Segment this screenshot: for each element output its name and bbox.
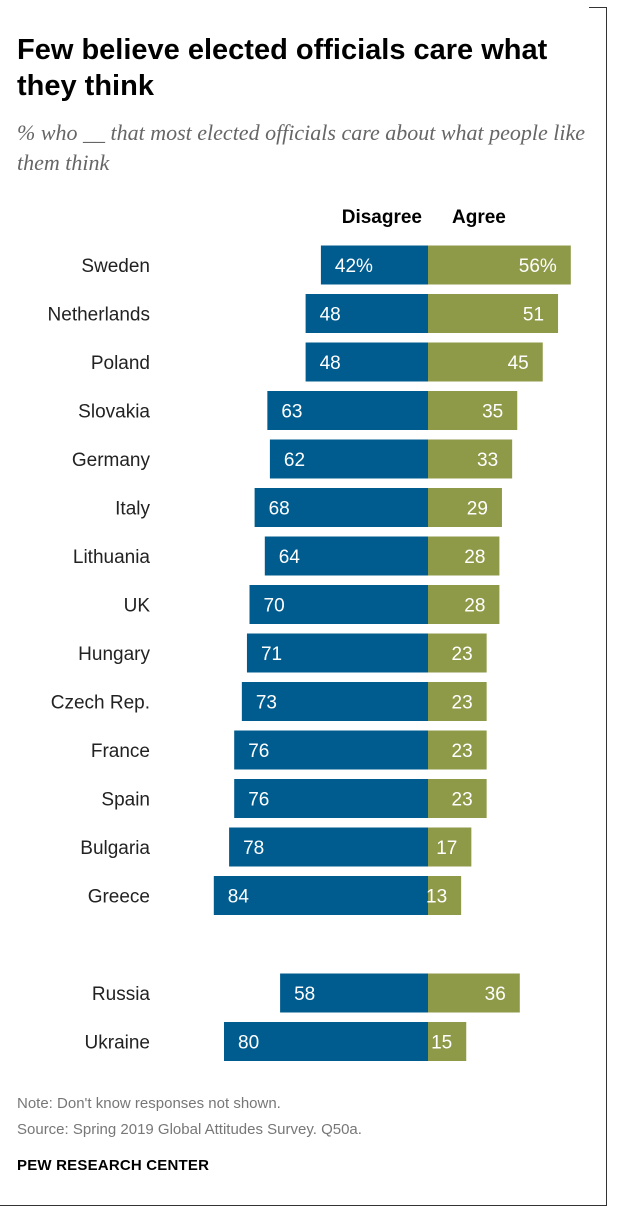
bar-agree (428, 827, 472, 867)
bar-agree (428, 342, 543, 382)
legend-agree: Agree (452, 207, 506, 228)
value-label-agree: 28 (464, 596, 485, 617)
bar-agree (428, 439, 513, 479)
value-label-disagree: 42% (335, 256, 373, 277)
bar-disagree (305, 294, 428, 333)
value-label-disagree: 62 (284, 450, 305, 471)
frame-top-tick (589, 7, 607, 8)
bar-agree (428, 973, 520, 1013)
bar-disagree (269, 439, 428, 479)
value-label-disagree: 70 (264, 596, 285, 617)
value-label-disagree: 48 (320, 353, 341, 374)
value-label-agree: 23 (452, 790, 473, 811)
bar-disagree (213, 876, 428, 915)
value-label-disagree: 68 (269, 499, 290, 520)
value-label-disagree: 80 (238, 1033, 259, 1054)
category-label: Greece (88, 887, 150, 908)
value-label-disagree: 64 (279, 547, 301, 568)
category-label: Czech Rep. (51, 693, 150, 714)
value-label-disagree: 76 (248, 741, 269, 762)
brand-label: PEW RESEARCH CENTER (17, 1157, 210, 1174)
bar-agree (428, 294, 559, 333)
value-label-disagree: 84 (228, 887, 250, 908)
value-label-disagree: 63 (281, 402, 302, 423)
bar-agree (428, 536, 500, 576)
value-label-agree: 28 (464, 547, 485, 568)
category-label: Slovakia (78, 402, 150, 423)
bar-disagree (241, 682, 428, 721)
value-label-agree: 15 (431, 1033, 452, 1054)
chart-subtitle: % who __ that most elected officials car… (17, 120, 586, 175)
value-label-agree: 36 (485, 984, 506, 1005)
bar-disagree (305, 342, 428, 382)
category-label: Hungary (78, 644, 150, 665)
category-label: Ukraine (85, 1033, 150, 1054)
value-label-agree: 13 (426, 887, 447, 908)
category-label: Spain (101, 790, 150, 811)
value-label-disagree: 48 (320, 305, 341, 326)
bar-agree (428, 585, 500, 624)
value-label-agree: 51 (523, 305, 544, 326)
bar-disagree (280, 973, 428, 1013)
bar-disagree (267, 391, 428, 430)
category-label: Netherlands (48, 305, 150, 326)
value-label-disagree: 76 (248, 790, 269, 811)
value-label-agree: 56% (519, 256, 557, 277)
bar-agree (428, 876, 462, 915)
bar-disagree (254, 488, 428, 527)
category-label: Italy (115, 499, 150, 520)
category-label: France (91, 741, 150, 762)
value-label-agree: 29 (467, 499, 488, 520)
bar-agree (428, 1022, 467, 1061)
category-label: Sweden (81, 256, 150, 277)
value-label-agree: 33 (477, 450, 498, 471)
chart-title: Few believe elected officials care what … (17, 34, 548, 102)
value-label-disagree: 78 (243, 838, 264, 859)
bar-disagree (246, 633, 428, 673)
value-label-agree: 23 (452, 693, 473, 714)
bar-agree (428, 633, 487, 673)
legend-disagree: Disagree (342, 207, 422, 228)
bar-disagree (249, 585, 428, 624)
bar-disagree (234, 730, 428, 770)
bar-agree (428, 730, 487, 770)
category-label: Bulgaria (80, 838, 150, 859)
value-label-agree: 23 (452, 644, 473, 665)
bar-agree (428, 779, 487, 818)
bar-disagree (264, 536, 428, 576)
category-label: UK (124, 596, 151, 617)
value-label-agree: 23 (452, 741, 473, 762)
bar-agree (428, 488, 502, 527)
value-label-disagree: 73 (256, 693, 277, 714)
value-label-disagree: 58 (294, 984, 315, 1005)
value-label-disagree: 71 (261, 644, 282, 665)
bar-agree (428, 245, 571, 285)
bar-agree (428, 682, 487, 721)
value-label-agree: 17 (436, 838, 457, 859)
source-text: Source: Spring 2019 Global Attitudes Sur… (17, 1121, 362, 1138)
diverging-bar-chart: Disagree Agree Sweden 42% 56% Netherlands 48 51… (48, 207, 571, 1061)
note-text: Note: Don't know responses not shown. (17, 1095, 281, 1112)
category-label: Poland (91, 353, 150, 374)
value-label-agree: 45 (508, 353, 529, 374)
bar-disagree (320, 245, 428, 285)
frame-right-border (606, 7, 607, 1205)
bar-disagree (234, 779, 428, 818)
category-label: Russia (92, 984, 151, 1005)
frame-bottom-border (0, 1205, 607, 1206)
value-label-agree: 35 (482, 402, 503, 423)
category-label: Lithuania (73, 547, 151, 568)
bar-agree (428, 391, 518, 430)
bar-disagree (229, 827, 428, 867)
category-label: Germany (72, 450, 151, 471)
bar-disagree (224, 1022, 428, 1061)
